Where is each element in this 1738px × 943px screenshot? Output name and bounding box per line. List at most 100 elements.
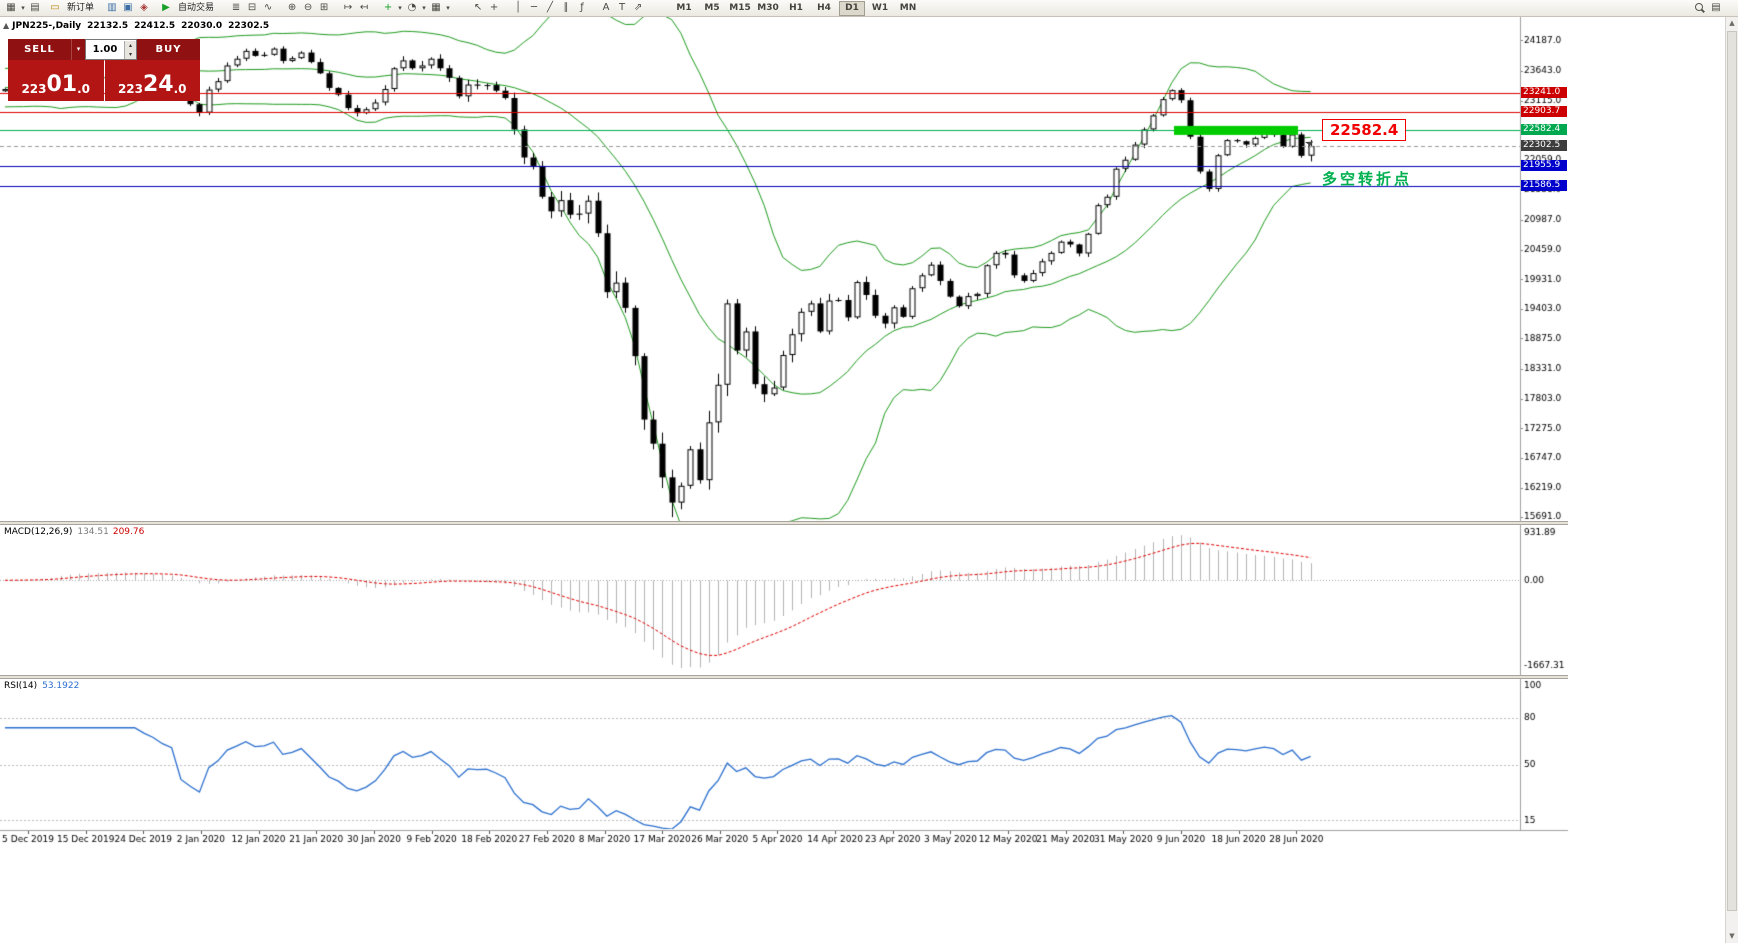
toolbar-gap bbox=[1724, 8, 1738, 9]
channel-tool[interactable]: ∥ bbox=[563, 2, 569, 13]
timeframe-m1-button[interactable]: M1 bbox=[676, 2, 692, 13]
new-order-icon[interactable]: ▭ bbox=[50, 2, 60, 13]
vertical-scrollbar[interactable]: ▲ ▼ bbox=[1725, 17, 1738, 943]
add-indicator-dropdown[interactable]: ▾ bbox=[398, 4, 402, 12]
sellprice-part: .0 bbox=[77, 82, 91, 96]
timeframe-w1-button[interactable]: W1 bbox=[871, 2, 889, 13]
toolbar-gap bbox=[276, 8, 284, 9]
buyprice-part: .0 bbox=[173, 82, 187, 96]
periods-button[interactable]: ◔ bbox=[407, 2, 417, 13]
timeframe-m15-button[interactable]: M15 bbox=[729, 2, 751, 13]
toolbar-gap bbox=[590, 8, 598, 9]
volume-field: 1.00 ▴ ▾ bbox=[85, 39, 137, 60]
high-value: 22412.5 bbox=[134, 21, 176, 31]
vertical-line-tool[interactable]: │ bbox=[515, 2, 522, 13]
market-watch-button[interactable]: ▥ bbox=[107, 2, 117, 13]
zoom-out-button[interactable]: ⊖ bbox=[303, 2, 313, 13]
price-annotation-box: 22582.4 bbox=[1322, 119, 1407, 141]
fibonacci-tool[interactable]: ƒ bbox=[580, 2, 584, 13]
scroll-down-button[interactable]: ▼ bbox=[1729, 932, 1735, 940]
close-value: 22302.5 bbox=[228, 21, 270, 31]
price-tag-22302.5: 22302.5 bbox=[1521, 140, 1567, 152]
main-toolbar: ▦ ▾ ▤ ▭ 新订单 ▥ ▣ ◈ ▶ 自动交易 ≣ ⊟ ∿ ⊕ ⊖ ⊞ ↦ ↤ + ▾ ◔ ▾ ▦ ▾ ↖ + │ ─ ╱ ∥ ƒ A T ⇗ M… bbox=[0, 0, 1738, 17]
horizontal-line-tool[interactable]: ─ bbox=[531, 2, 538, 13]
pane-separator-rsi[interactable] bbox=[0, 675, 1568, 679]
toolbar-gap bbox=[332, 8, 340, 9]
crosshair-tool-button[interactable]: + bbox=[489, 2, 499, 13]
macd-name: MACD(12,26,9) bbox=[4, 527, 73, 537]
symbol-period-label: JPN225-,Daily bbox=[12, 21, 82, 31]
timeframe-d1-button[interactable]: D1 bbox=[839, 0, 866, 16]
sellprice-part: 223 bbox=[21, 82, 47, 96]
timeframe-m5-button[interactable]: M5 bbox=[704, 2, 720, 13]
one-click-trade-panel: SELL ▾ 1.00 ▴ ▾ BUY 223 01.0 223 24.0 bbox=[8, 39, 200, 101]
timeframe-m30-button[interactable]: M30 bbox=[757, 2, 779, 13]
line-chart-button[interactable]: ∿ bbox=[263, 2, 273, 13]
scroll-thumb[interactable] bbox=[1727, 31, 1737, 911]
navigator-button[interactable]: ◈ bbox=[140, 2, 148, 13]
price-tag-21955.9: 21955.9 bbox=[1521, 159, 1567, 171]
rsi-caption: RSI(14) 53.1922 bbox=[4, 681, 79, 691]
label-tool[interactable]: T bbox=[618, 2, 626, 13]
bar-chart-button[interactable]: ≣ bbox=[231, 2, 241, 13]
timeframe-mn-button[interactable]: MN bbox=[899, 2, 917, 13]
profiles-button[interactable]: ▤ bbox=[30, 2, 40, 13]
volume-up-button[interactable]: ▴ bbox=[125, 40, 136, 50]
price-chart-canvas[interactable] bbox=[0, 17, 1738, 943]
macd-signal-value: 209.76 bbox=[112, 527, 145, 537]
rsi-value: 53.1922 bbox=[42, 681, 80, 691]
data-window-button[interactable]: ▣ bbox=[123, 2, 133, 13]
trendline-tool[interactable]: ╱ bbox=[547, 2, 554, 13]
buy-price-button[interactable]: 223 24.0 bbox=[104, 60, 200, 101]
low-value: 22030.0 bbox=[181, 21, 223, 31]
pane-separator-macd[interactable] bbox=[0, 521, 1568, 525]
chart-shift-button[interactable]: ↤ bbox=[359, 2, 369, 13]
toolbar-gap bbox=[452, 8, 470, 9]
macd-main-value: 134.51 bbox=[77, 527, 109, 537]
toolbar-gap bbox=[218, 8, 228, 9]
auto-trading-icon[interactable]: ▶ bbox=[162, 2, 170, 13]
templates-dropdown[interactable]: ▾ bbox=[446, 4, 450, 12]
cursor-tool-button[interactable]: ↖ bbox=[473, 2, 483, 13]
candle-chart-button[interactable]: ⊟ bbox=[247, 2, 257, 13]
templates-button[interactable]: ▦ bbox=[431, 2, 441, 13]
periods-dropdown[interactable]: ▾ bbox=[422, 4, 426, 12]
price-tag-21586.5: 21586.5 bbox=[1521, 180, 1567, 192]
zoom-in-button[interactable]: ⊕ bbox=[287, 2, 297, 13]
tile-windows-button[interactable]: ⊞ bbox=[319, 2, 329, 13]
toolbar-gap bbox=[372, 8, 380, 9]
rsi-name: RSI(14) bbox=[4, 681, 38, 691]
new-chart-button[interactable]: ▦ bbox=[6, 2, 16, 13]
chart-caption: ▲ JPN225-,Daily 22132.5 22412.5 22030.0 22302… bbox=[3, 21, 269, 31]
price-tag-23241.0: 23241.0 bbox=[1521, 87, 1567, 99]
window-list-button[interactable]: ▤ bbox=[1711, 2, 1721, 13]
sellprice-part: 01 bbox=[46, 72, 78, 97]
new-order-button[interactable]: 新订单 bbox=[67, 3, 95, 13]
volume-down-button[interactable]: ▾ bbox=[125, 49, 136, 59]
turning-point-note: 多空转折点 bbox=[1322, 170, 1413, 188]
auto-trading-button[interactable]: 自动交易 bbox=[178, 3, 215, 13]
volume-input[interactable]: 1.00 bbox=[92, 44, 118, 55]
buyprice-part: 223 bbox=[117, 82, 143, 96]
arrows-tool[interactable]: ⇗ bbox=[633, 2, 643, 13]
chart-window: ▲ JPN225-,Daily 22132.5 22412.5 22030.0 22302… bbox=[0, 17, 1738, 943]
buyprice-part: 24 bbox=[143, 72, 174, 97]
sell-price-button[interactable]: 223 01.0 bbox=[8, 60, 104, 101]
sell-button[interactable]: SELL bbox=[8, 39, 71, 60]
search-icon[interactable] bbox=[1692, 1, 1708, 15]
new-chart-dropdown[interactable]: ▾ bbox=[21, 4, 25, 12]
text-tool[interactable]: A bbox=[602, 2, 610, 13]
timeframe-h1-button[interactable]: H1 bbox=[789, 2, 803, 13]
auto-scroll-button[interactable]: ↦ bbox=[343, 2, 353, 13]
timeframe-h4-button[interactable]: H4 bbox=[817, 2, 831, 13]
toolbar-gap bbox=[646, 8, 670, 9]
toolbar-gap bbox=[502, 8, 510, 9]
add-indicator-button[interactable]: + bbox=[383, 2, 393, 13]
buy-button[interactable]: BUY bbox=[137, 39, 200, 60]
price-tag-22582.4: 22582.4 bbox=[1521, 124, 1567, 136]
scroll-up-button[interactable]: ▲ bbox=[1729, 19, 1735, 27]
sell-options-dropdown[interactable]: ▾ bbox=[71, 39, 85, 60]
macd-caption: MACD(12,26,9) 134.51 209.76 bbox=[4, 527, 144, 537]
one-click-toggle-icon[interactable]: ▲ bbox=[3, 21, 10, 30]
